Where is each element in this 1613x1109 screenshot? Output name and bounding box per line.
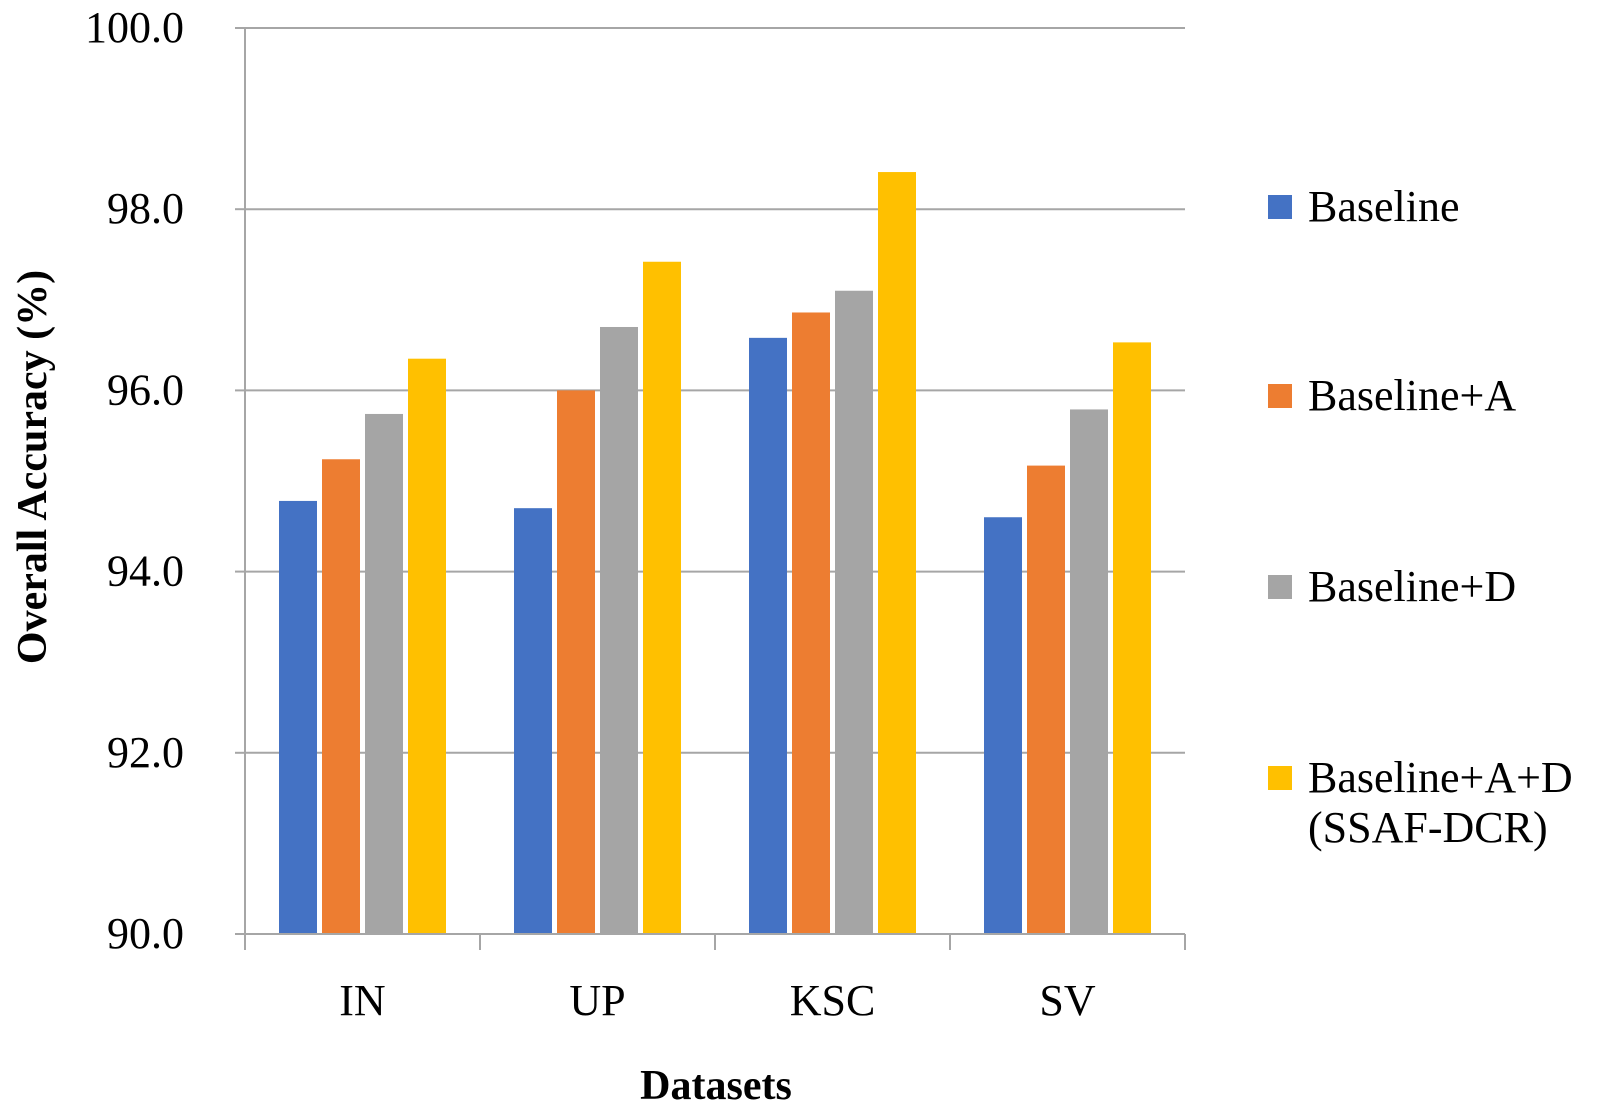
x-tick-label-sv: SV xyxy=(1039,976,1095,1025)
legend-label: Baseline+A+D xyxy=(1308,753,1573,802)
legend-label: Baseline+D xyxy=(1308,562,1516,611)
bar-ksc-baseline xyxy=(749,337,787,934)
legend-item: Baseline+A+D(SSAF-DCR) xyxy=(1268,753,1573,852)
x-axis-title: Datasets xyxy=(640,1063,792,1109)
y-tick-label: 94.0 xyxy=(107,547,184,596)
legend-label: Baseline xyxy=(1308,182,1460,231)
legend-swatch xyxy=(1268,195,1292,219)
bar-sv-baseline xyxy=(984,517,1022,934)
bar-ksc-baseline-a-d-ssaf-dcr xyxy=(878,172,916,934)
y-tick-label: 98.0 xyxy=(107,184,184,233)
y-tick-label: 90.0 xyxy=(107,909,184,958)
bar-in-baseline-a xyxy=(322,459,360,934)
bar-ksc-baseline-a xyxy=(792,312,830,934)
y-tick-labels: 90.0 92.0 94.0 96.0 98.0 100.0 xyxy=(85,3,184,958)
bar-in-baseline-a-d-ssaf-dcr xyxy=(408,358,446,934)
legend-label: (SSAF-DCR) xyxy=(1308,803,1548,852)
x-tick-label-in: IN xyxy=(339,976,385,1025)
y-tick-label: 96.0 xyxy=(107,365,184,414)
legend-item: Baseline+D xyxy=(1268,562,1516,611)
y-tick-label: 92.0 xyxy=(107,728,184,777)
bar-sv-baseline-a-d-ssaf-dcr xyxy=(1113,342,1151,935)
bars xyxy=(279,172,1151,935)
legend: Baseline Baseline+A Baseline+D Baseline+A+D… xyxy=(1268,182,1573,852)
x-tick-label-up: UP xyxy=(569,976,625,1025)
x-tick-labels: IN UP KSC SV xyxy=(339,976,1096,1025)
bar-sv-baseline-a xyxy=(1027,465,1065,934)
bar-up-baseline-d xyxy=(600,326,638,935)
x-tick-label-ksc: KSC xyxy=(790,976,876,1025)
legend-swatch xyxy=(1268,766,1292,790)
bar-in-baseline-d xyxy=(365,413,403,934)
bar-up-baseline-a xyxy=(557,390,595,934)
legend-label: Baseline+A xyxy=(1308,371,1516,420)
y-tick-label: 100.0 xyxy=(85,3,184,52)
bar-sv-baseline-d xyxy=(1070,409,1108,934)
y-axis-title: Overall Accuracy (%) xyxy=(10,270,56,664)
legend-swatch xyxy=(1268,384,1292,408)
legend-item: Baseline+A xyxy=(1268,371,1516,420)
bar-ksc-baseline-d xyxy=(835,290,873,934)
legend-swatch xyxy=(1268,575,1292,599)
legend-item: Baseline xyxy=(1268,182,1460,231)
bar-up-baseline-a-d-ssaf-dcr xyxy=(643,261,681,934)
bar-up-baseline xyxy=(514,508,552,934)
bar-in-baseline xyxy=(279,500,317,934)
axes xyxy=(235,27,1186,950)
